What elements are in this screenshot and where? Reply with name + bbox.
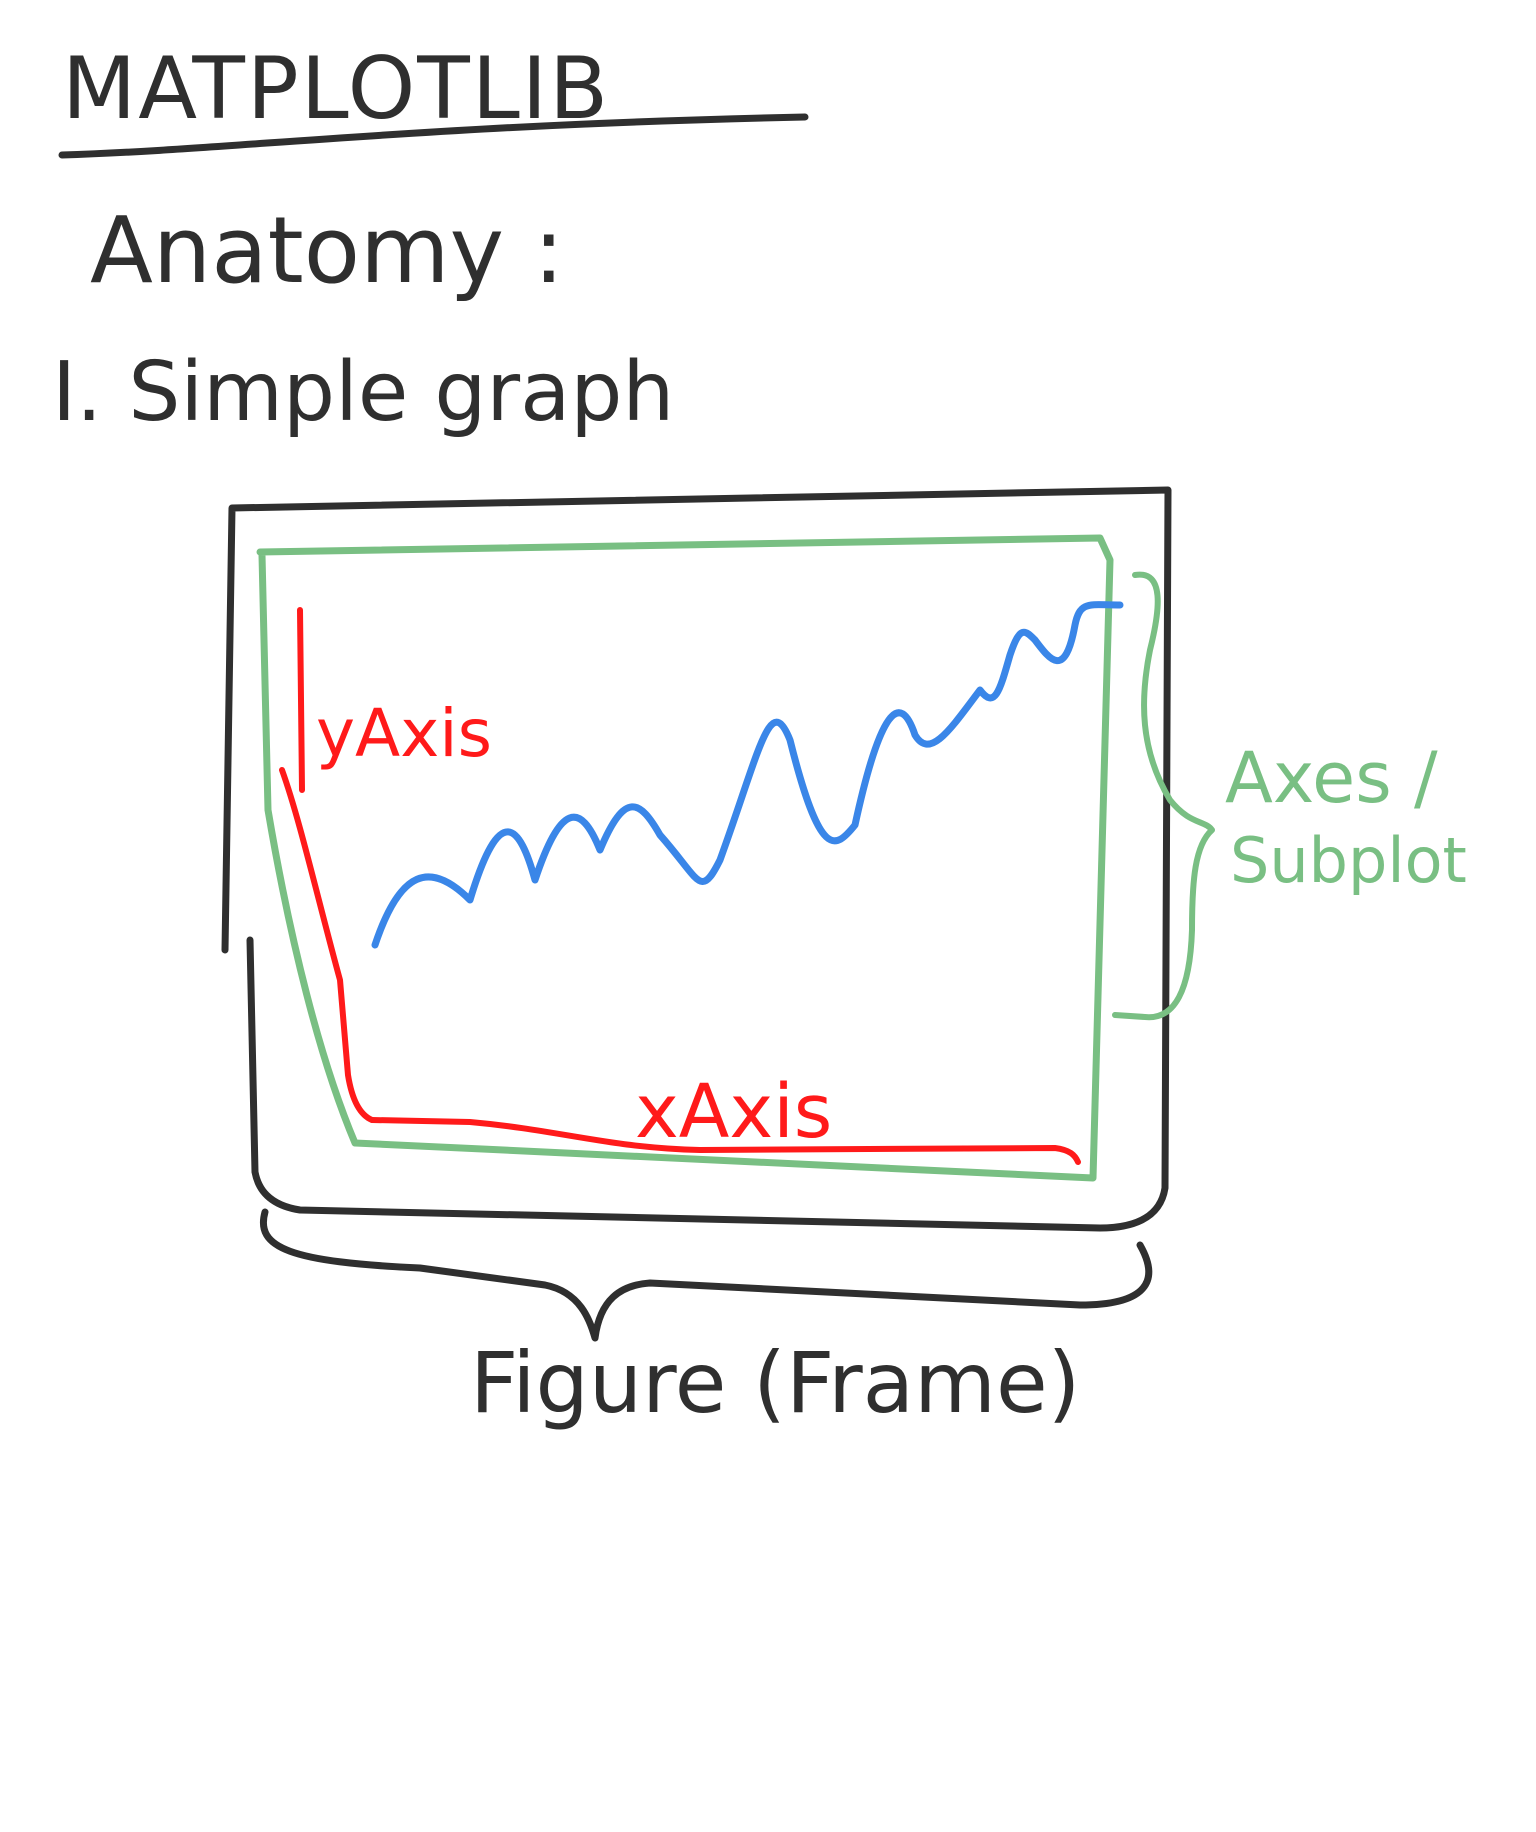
figure-brace bbox=[260, 1208, 1153, 1342]
figure-frame bbox=[221, 486, 1172, 1232]
x-axis-label: xAxis bbox=[635, 1069, 832, 1155]
data-line bbox=[371, 601, 1124, 949]
axes-label-line1: Axes / bbox=[1225, 737, 1438, 819]
title-text: MATPLOTLIB bbox=[62, 39, 610, 139]
y-axis-label: yAxis bbox=[316, 695, 492, 772]
figure-label: Figure (Frame) bbox=[470, 1334, 1080, 1432]
section-text: I. Simple graph bbox=[52, 345, 674, 440]
title-underline bbox=[58, 113, 809, 159]
subtitle-text: Anatomy : bbox=[90, 197, 564, 304]
axes-label-line2: Subplot bbox=[1230, 824, 1467, 897]
y-axis-line bbox=[279, 607, 375, 1123]
x-axis-line bbox=[369, 1117, 1081, 1165]
axes-frame bbox=[256, 534, 1114, 1182]
axes-brace bbox=[1112, 571, 1215, 1021]
